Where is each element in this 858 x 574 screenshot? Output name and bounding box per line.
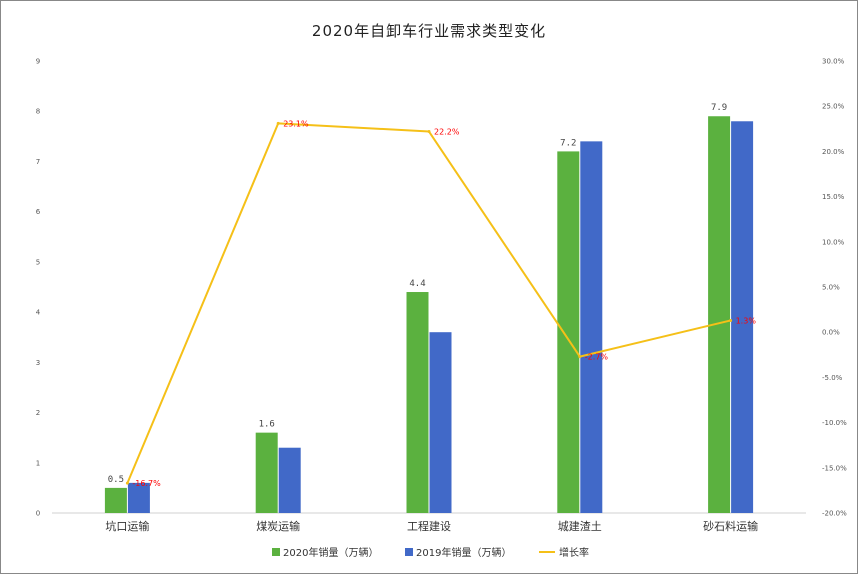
x-category-label: 坑口运输 [105, 519, 149, 533]
growth-rate-point [578, 355, 582, 359]
growth-rate-point [427, 130, 431, 134]
y-left-tick-label: 9 [36, 58, 40, 66]
bar-2019 [429, 332, 452, 513]
y-right-tick-label: -15.0% [822, 464, 847, 472]
bar-2019 [127, 482, 150, 513]
bar-value-label: 7.9 [711, 103, 727, 113]
y-left-tick-label: 0 [36, 510, 40, 518]
bar-value-label: 1.6 [259, 420, 275, 430]
bar-value-label: 7.2 [560, 138, 576, 148]
legend-label: 2019年销量（万辆） [416, 546, 511, 559]
bars-layer [104, 116, 754, 514]
bar-2020 [708, 116, 731, 513]
y-right-tick-label: 25.0% [822, 103, 845, 111]
legend-label: 增长率 [559, 546, 589, 559]
y-right-tick-label: -5.0% [822, 374, 843, 382]
line-layer [125, 121, 733, 485]
y-left-tick-label: 7 [36, 158, 40, 166]
bar-2020 [406, 292, 429, 513]
y-left-tick-label: 5 [36, 258, 40, 266]
growth-rate-label: 22.2% [434, 128, 460, 137]
legend-label: 2020年销量（万辆） [283, 546, 378, 559]
chart-title: 2020年自卸车行业需求类型变化 [312, 22, 546, 40]
bar-value-label: 0.5 [108, 475, 124, 485]
growth-rate-label: 1.3% [736, 316, 757, 325]
y-left-tick-label: 8 [36, 108, 40, 116]
bar-2019 [731, 121, 754, 514]
growth-rate-point [125, 481, 129, 485]
growth-rate-label: 23.1% [283, 119, 309, 128]
bar-2020 [557, 151, 580, 513]
bar-2020 [255, 432, 278, 513]
y-right-tick-label: -20.0% [822, 510, 847, 518]
legend-swatch [405, 548, 413, 556]
y-right-tick-label: 5.0% [822, 284, 840, 292]
y-right-tick-label: 0.0% [822, 329, 840, 337]
y-right-tick-label: 10.0% [822, 238, 845, 246]
y-right-tick-label: 20.0% [822, 148, 845, 156]
bar-2019 [278, 447, 301, 513]
bar-value-label: 4.4 [409, 279, 425, 289]
legend-swatch [272, 548, 280, 556]
axes-layer: 0 1 2 3 4 5 6 7 8 9 -20.0% -15.0% -10.0% -5.0% 0.0% 5.0… [36, 58, 847, 534]
growth-rate-point [729, 318, 733, 322]
x-category-label: 砂石料运输 [703, 519, 758, 533]
y-left-tick-label: 1 [36, 459, 40, 467]
x-category-label: 煤炭运输 [256, 519, 300, 533]
growth-rate-point [276, 121, 280, 125]
x-category-label: 工程建设 [407, 519, 451, 533]
y-right-tick-label: 30.0% [822, 58, 845, 66]
growth-rate-label: -16.7% [132, 479, 161, 488]
bar-2020 [104, 487, 127, 513]
y-right-tick-label: -10.0% [822, 419, 847, 427]
x-category-label: 城建渣土 [558, 519, 602, 533]
y-left-tick-label: 2 [36, 409, 40, 417]
y-left-tick-label: 4 [36, 309, 41, 317]
legend: 2020年销量（万辆） 2019年销量（万辆） 增长率 [272, 546, 589, 559]
y-left-tick-label: 3 [36, 359, 40, 367]
y-left-tick-label: 6 [36, 208, 41, 216]
labels-layer: 0.5 1.6 4.4 7.2 7.9 -16.7% 23.1% 22.2% -2.7% 1.3% [108, 103, 757, 488]
growth-rate-label: -2.7% [585, 353, 609, 362]
y-right-tick-label: 15.0% [822, 193, 845, 201]
bar-2019 [580, 141, 603, 513]
